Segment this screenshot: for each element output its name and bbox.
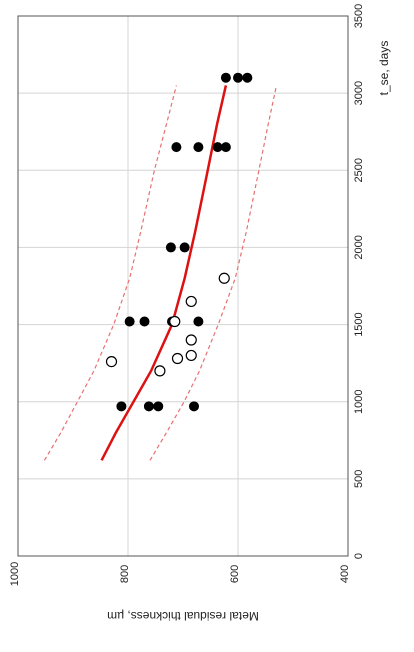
filled-data-point	[143, 401, 154, 412]
filled-data-point	[124, 316, 135, 327]
y-tick-label: 1000	[9, 562, 21, 586]
confidence-bound-line	[149, 85, 278, 461]
open-data-point	[218, 272, 230, 284]
filled-data-point	[153, 401, 164, 412]
filled-data-point	[171, 142, 182, 153]
x-tick-label: 1500	[353, 312, 365, 336]
open-data-point	[154, 365, 166, 377]
filled-data-point	[212, 142, 223, 153]
filled-data-point	[139, 316, 150, 327]
filled-data-point	[116, 401, 127, 412]
x-tick-label: 1000	[353, 389, 365, 413]
x-tick-label: 500	[353, 470, 365, 488]
filled-data-point	[193, 142, 204, 153]
filled-data-point	[220, 142, 231, 153]
confidence-bound-line	[43, 85, 177, 461]
tick-labels: 0 500 1000 1500 2000 2500 3000 3500 400 600 800 100…	[9, 4, 365, 586]
x-tick-label: 2000	[353, 235, 365, 259]
y-tick-label: 400	[339, 565, 351, 583]
open-data-point	[185, 295, 197, 308]
fit-line	[100, 85, 228, 461]
y-axis-label: Metal residual thickness, µm	[107, 609, 259, 623]
x-tick-label: 3000	[353, 81, 365, 105]
open-data-point	[185, 334, 197, 346]
filled-data-point	[233, 72, 243, 83]
x-tick-label: 0	[353, 553, 365, 559]
filled-data-point	[179, 242, 190, 253]
y-tick-label: 800	[119, 565, 131, 583]
open-data-point	[171, 352, 184, 365]
x-tick-label: 3500	[353, 4, 365, 28]
open-data-point	[169, 315, 181, 328]
filled-data-point	[189, 401, 199, 412]
x-axis-label: t_se, days	[377, 41, 391, 96]
x-tick-label: 2500	[353, 158, 365, 182]
filled-data-point	[165, 242, 176, 253]
filled-data-point	[242, 72, 253, 83]
plot-frame	[17, 15, 349, 557]
open-data-point	[185, 349, 197, 362]
filled-data-point	[193, 316, 204, 327]
fit-lines	[43, 85, 278, 461]
open-data-point	[105, 356, 118, 368]
data-points	[105, 72, 253, 412]
filled-data-point	[220, 72, 231, 83]
y-tick-label: 600	[229, 565, 241, 583]
